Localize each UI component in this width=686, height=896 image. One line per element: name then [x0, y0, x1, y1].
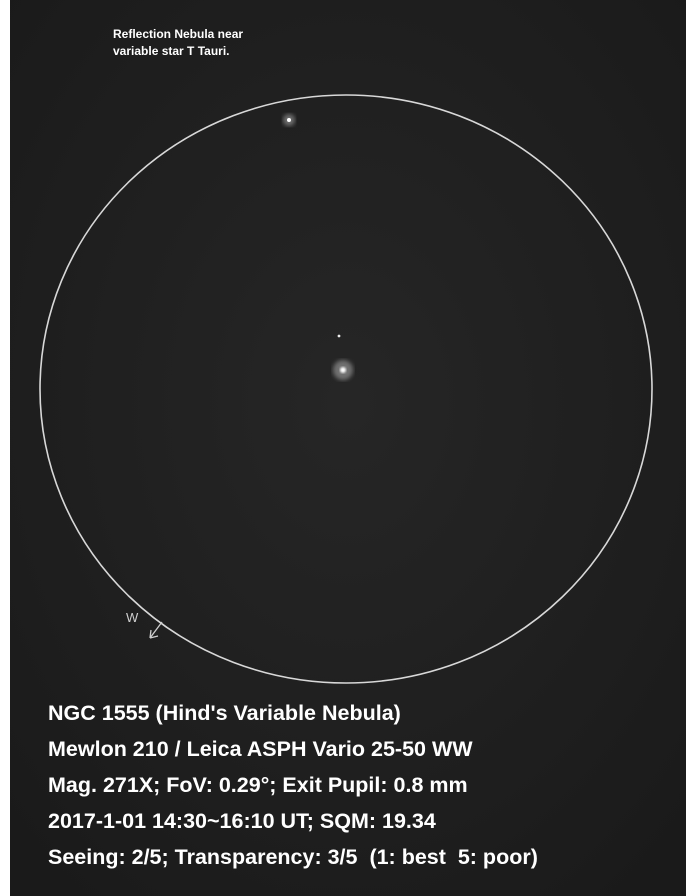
caption-line: 2017-1-01 14:30~16:10 UT; SQM: 19.34 [48, 809, 436, 833]
sketch-page: W Reflection Nebula near variable star T… [0, 0, 686, 896]
compass-label: W [126, 610, 139, 625]
caption-line: Seeing: 2/5; Transparency: 3/5 (1: best … [48, 845, 538, 869]
annotation: Reflection Nebula near [113, 27, 243, 41]
caption-line: Mag. 271X; FoV: 0.29°; Exit Pupil: 0.8 m… [48, 773, 468, 797]
caption-line: NGC 1555 (Hind's Variable Nebula) [48, 701, 401, 725]
caption-line: Mewlon 210 / Leica ASPH Vario 25-50 WW [48, 737, 473, 761]
annotation: variable star T Tauri. [113, 44, 230, 58]
paper [10, 0, 686, 896]
